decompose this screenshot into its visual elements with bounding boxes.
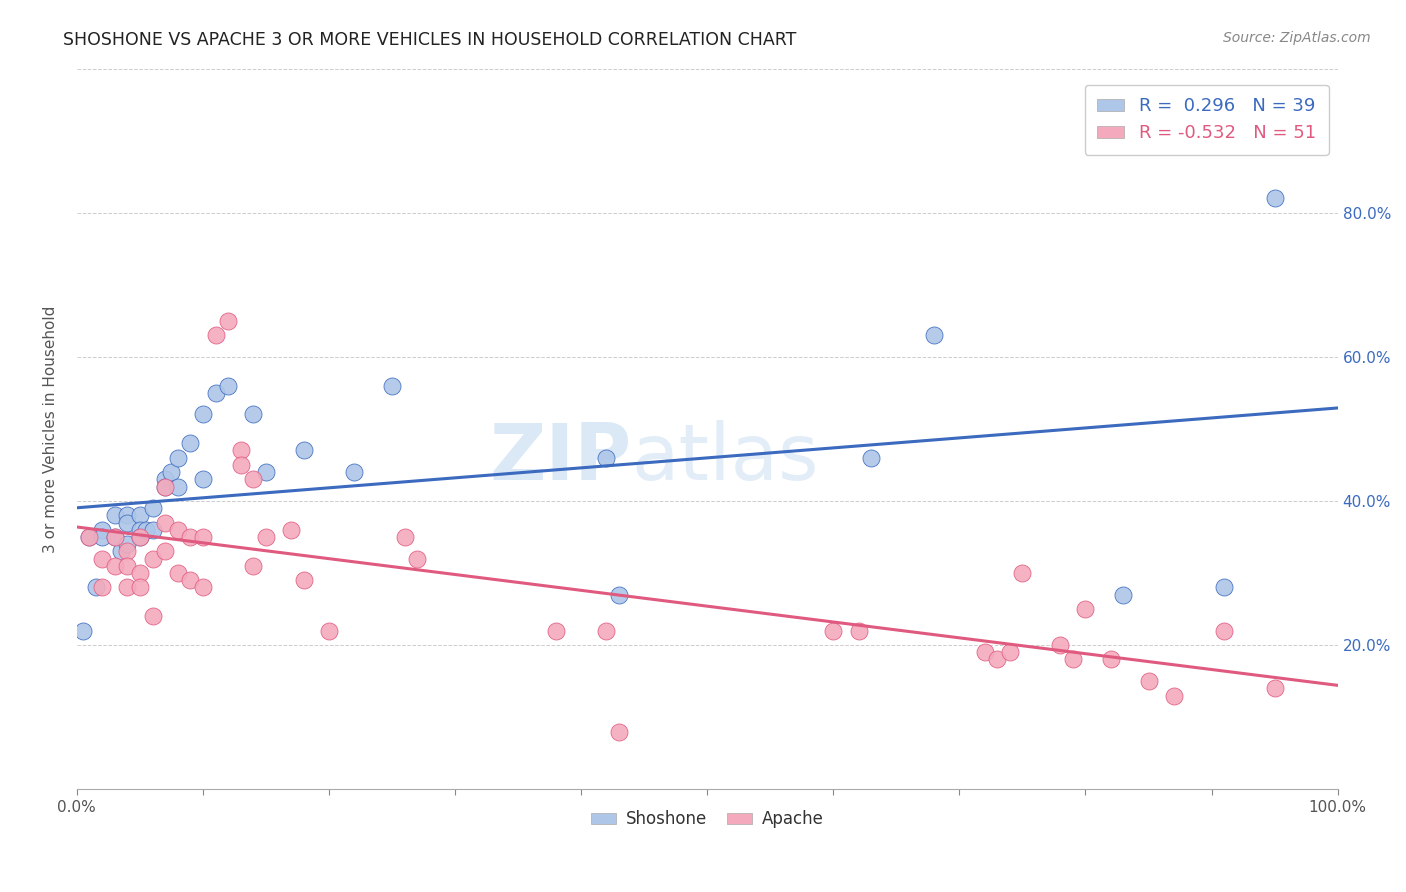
- Point: [1011, 566, 1033, 580]
- Point: [79, 530, 101, 544]
- Point: [153, 472, 176, 486]
- Y-axis label: 3 or more Vehicles in Household: 3 or more Vehicles in Household: [44, 305, 58, 552]
- Point: [84, 581, 107, 595]
- Point: [129, 523, 152, 537]
- Point: [166, 479, 188, 493]
- Point: [381, 378, 404, 392]
- Point: [1074, 602, 1097, 616]
- Point: [117, 508, 139, 523]
- Point: [204, 328, 226, 343]
- Point: [117, 544, 139, 558]
- Point: [153, 544, 176, 558]
- Text: ZIP: ZIP: [489, 420, 631, 496]
- Point: [292, 573, 315, 587]
- Point: [91, 551, 114, 566]
- Point: [1213, 581, 1236, 595]
- Point: [998, 645, 1021, 659]
- Point: [117, 537, 139, 551]
- Point: [292, 443, 315, 458]
- Point: [318, 624, 340, 638]
- Point: [179, 530, 201, 544]
- Point: [1213, 624, 1236, 638]
- Point: [1163, 689, 1185, 703]
- Point: [1049, 638, 1071, 652]
- Point: [607, 588, 630, 602]
- Point: [544, 624, 567, 638]
- Point: [229, 458, 252, 472]
- Point: [166, 450, 188, 465]
- Point: [343, 465, 366, 479]
- Point: [217, 314, 239, 328]
- Point: [595, 624, 617, 638]
- Point: [79, 530, 101, 544]
- Point: [191, 581, 214, 595]
- Point: [117, 581, 139, 595]
- Point: [191, 408, 214, 422]
- Point: [129, 530, 152, 544]
- Point: [129, 581, 152, 595]
- Point: [110, 544, 132, 558]
- Point: [848, 624, 870, 638]
- Point: [91, 581, 114, 595]
- Point: [229, 443, 252, 458]
- Point: [823, 624, 845, 638]
- Point: [191, 472, 214, 486]
- Point: [129, 566, 152, 580]
- Text: Source: ZipAtlas.com: Source: ZipAtlas.com: [1223, 31, 1371, 45]
- Text: SHOSHONE VS APACHE 3 OR MORE VEHICLES IN HOUSEHOLD CORRELATION CHART: SHOSHONE VS APACHE 3 OR MORE VEHICLES IN…: [63, 31, 797, 49]
- Point: [242, 558, 264, 573]
- Point: [242, 408, 264, 422]
- Point: [141, 551, 163, 566]
- Point: [1112, 588, 1135, 602]
- Point: [104, 530, 127, 544]
- Point: [160, 465, 183, 479]
- Point: [179, 436, 201, 450]
- Point: [72, 624, 94, 638]
- Point: [1264, 681, 1286, 696]
- Point: [179, 573, 201, 587]
- Point: [129, 508, 152, 523]
- Point: [986, 652, 1008, 666]
- Legend: Shoshone, Apache: Shoshone, Apache: [583, 804, 831, 835]
- Point: [973, 645, 995, 659]
- Point: [141, 609, 163, 624]
- Point: [141, 501, 163, 516]
- Point: [217, 378, 239, 392]
- Point: [117, 558, 139, 573]
- Point: [1099, 652, 1122, 666]
- Point: [204, 385, 226, 400]
- Point: [104, 530, 127, 544]
- Point: [91, 523, 114, 537]
- Text: atlas: atlas: [631, 420, 820, 496]
- Point: [394, 530, 416, 544]
- Point: [860, 450, 883, 465]
- Point: [117, 516, 139, 530]
- Point: [104, 558, 127, 573]
- Point: [595, 450, 617, 465]
- Point: [242, 472, 264, 486]
- Point: [280, 523, 302, 537]
- Point: [166, 523, 188, 537]
- Point: [153, 479, 176, 493]
- Point: [141, 523, 163, 537]
- Point: [1062, 652, 1084, 666]
- Point: [191, 530, 214, 544]
- Point: [607, 724, 630, 739]
- Point: [254, 530, 277, 544]
- Point: [153, 479, 176, 493]
- Point: [166, 566, 188, 580]
- Point: [104, 508, 127, 523]
- Point: [1137, 674, 1160, 689]
- Point: [153, 516, 176, 530]
- Point: [135, 523, 157, 537]
- Point: [406, 551, 429, 566]
- Point: [922, 328, 945, 343]
- Point: [1264, 191, 1286, 205]
- Point: [129, 530, 152, 544]
- Point: [91, 530, 114, 544]
- Point: [254, 465, 277, 479]
